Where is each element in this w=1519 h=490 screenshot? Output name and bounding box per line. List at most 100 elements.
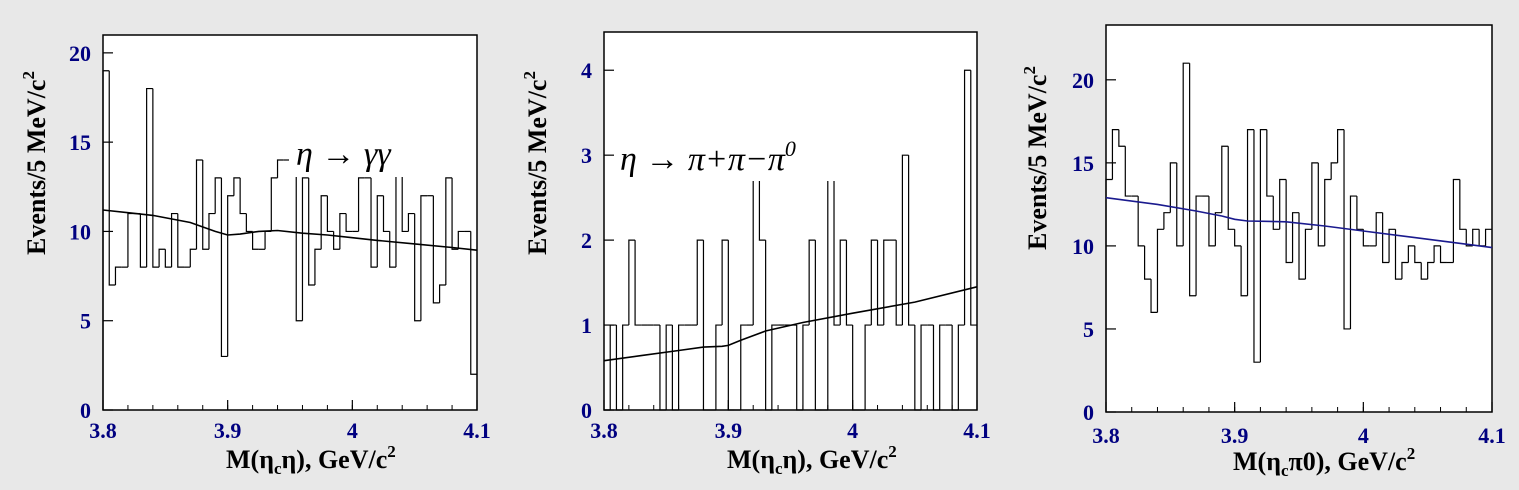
- histogram-bin: [177, 213, 185, 268]
- histogram-bin: [1484, 228, 1492, 246]
- histogram-bin: [1349, 195, 1357, 329]
- histogram-bin: [1394, 229, 1402, 280]
- histogram-bin: [1459, 179, 1467, 230]
- y-axis-title-main: Events/5 MeV/c: [1023, 75, 1052, 250]
- y-tick-label: 5: [80, 309, 91, 334]
- fit-group: [102, 209, 478, 251]
- y-tick-label: 15: [1072, 151, 1094, 176]
- histogram-bin: [678, 324, 685, 410]
- histogram-bin: [389, 231, 396, 268]
- x-tick-label: 4: [1358, 423, 1369, 448]
- histogram-bin: [1227, 146, 1235, 230]
- histogram-bin: [963, 69, 971, 326]
- histogram-bin: [314, 248, 322, 285]
- histogram-bin: [195, 159, 203, 250]
- legend-label: η → π+π−π0: [620, 136, 796, 178]
- histogram-bin: [1472, 228, 1480, 246]
- histogram-bin: [1330, 162, 1338, 180]
- legend-pre: η →: [620, 141, 688, 178]
- histogram-bin: [445, 177, 453, 285]
- histogram-bin: [345, 213, 353, 233]
- histogram-bin: [839, 239, 847, 326]
- histogram-bin: [1375, 212, 1383, 246]
- histogram-bin: [845, 240, 853, 326]
- x-axis-title-main: M(η: [1233, 447, 1281, 476]
- histogram-bin: [1388, 228, 1396, 263]
- fit-group: [1105, 196, 1493, 249]
- histogram-bin: [451, 177, 459, 250]
- histogram-bin: [420, 195, 428, 321]
- histogram-bin: [1317, 162, 1325, 247]
- histogram-bin: [139, 213, 147, 268]
- y-axis-title-main: Events/5 MeV/c: [523, 80, 552, 255]
- y-tick-label: 3: [581, 143, 592, 168]
- histogram-bin: [1195, 195, 1203, 296]
- x-tick-label: 4: [847, 418, 858, 443]
- histogram-bin: [189, 248, 197, 268]
- histogram-bin: [932, 325, 940, 411]
- histogram-bin: [164, 249, 172, 268]
- legend-box: [614, 128, 868, 181]
- y-axis-title-sup: 2: [19, 71, 38, 80]
- histogram-bin: [370, 177, 378, 268]
- histogram-bin: [721, 239, 729, 326]
- histogram-bin: [870, 239, 878, 326]
- histogram-bin: [357, 177, 365, 232]
- y-tick-label: 10: [69, 219, 91, 244]
- histogram-bin: [1298, 212, 1306, 280]
- histogram-bin: [1311, 162, 1319, 230]
- histogram-bin: [1253, 129, 1261, 363]
- histogram-bin: [1343, 129, 1351, 330]
- y-tick-label: 4: [581, 58, 592, 83]
- y-tick-label: 1: [581, 313, 592, 338]
- histogram-bin: [1362, 229, 1370, 247]
- x-axis-title-sub: c: [1281, 461, 1289, 480]
- legend-box-group: η → γγ: [289, 129, 461, 177]
- x-axis-title-main: M(η: [727, 445, 775, 474]
- histogram-bin: [320, 195, 328, 250]
- histogram-bin: [908, 155, 915, 326]
- y-axis-title-sup: 2: [1020, 66, 1039, 75]
- histogram-bin: [202, 160, 209, 250]
- histogram-bin: [276, 159, 284, 178]
- histogram-bin: [808, 239, 816, 326]
- y-tick-label: 20: [1072, 68, 1094, 93]
- x-tick-label: 3.8: [1092, 423, 1120, 448]
- histogram-bin: [1465, 229, 1473, 247]
- histogram-bin: [1163, 212, 1171, 230]
- histogram-bin: [1150, 279, 1158, 313]
- histogram-bin: [1214, 212, 1222, 246]
- x-tick-label: 3.9: [214, 418, 242, 443]
- histogram-bin: [470, 231, 477, 375]
- histogram-bin: [914, 325, 922, 411]
- x-axis-title: M(ηcπ0), GeV/c2: [1233, 444, 1415, 480]
- y-tick-label: 15: [69, 130, 91, 155]
- histogram-bin: [634, 240, 642, 326]
- histogram-bin: [439, 284, 446, 303]
- histogram-bin: [1221, 145, 1229, 213]
- histogram-bin: [1156, 228, 1164, 313]
- histogram-bin: [1356, 196, 1364, 230]
- histogram-bin: [1407, 245, 1415, 263]
- histogram-bin: [920, 324, 928, 410]
- histogram-bin: [1439, 245, 1447, 264]
- histogram-bin: [239, 177, 247, 215]
- histogram-bin: [615, 325, 623, 411]
- legend-main: γγ: [364, 136, 392, 173]
- histogram-bin: [376, 195, 384, 268]
- histogram-bin: [1433, 245, 1441, 263]
- histogram-bin: [1279, 178, 1287, 230]
- histogram-bin: [833, 155, 841, 326]
- fit-group: [603, 286, 978, 362]
- histogram-bin: [876, 240, 884, 326]
- histogram-bin: [1259, 129, 1267, 363]
- x-axis-title-sup: 2: [1407, 444, 1416, 463]
- histogram-bin: [771, 324, 779, 410]
- histogram-bin: [696, 239, 704, 326]
- histogram-bin: [628, 239, 636, 326]
- histogram-bin: [1144, 245, 1152, 280]
